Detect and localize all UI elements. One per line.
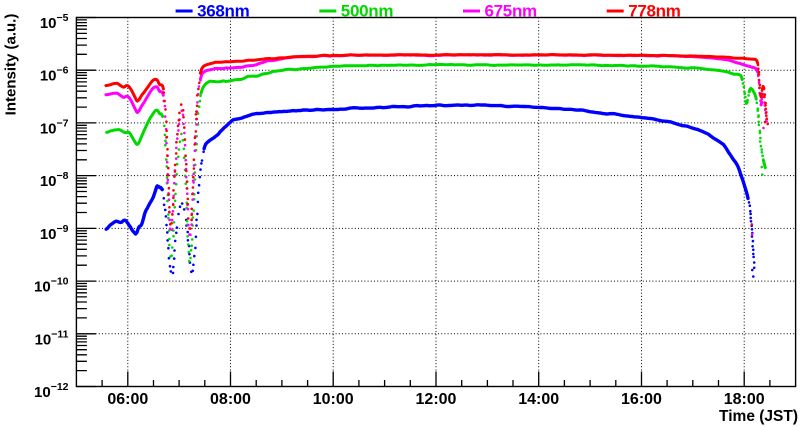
svg-text:18:00: 18:00 — [724, 391, 765, 408]
svg-text:675nm: 675nm — [485, 2, 538, 21]
svg-text:14:00: 14:00 — [518, 391, 559, 408]
svg-text:12:00: 12:00 — [416, 391, 457, 408]
svg-text:16:00: 16:00 — [621, 391, 662, 408]
svg-text:778nm: 778nm — [628, 2, 681, 21]
svg-text:10:00: 10:00 — [313, 391, 354, 408]
svg-text:08:00: 08:00 — [210, 391, 251, 408]
svg-text:Time (JST): Time (JST) — [719, 408, 798, 425]
svg-text:Intensity (a.u.): Intensity (a.u.) — [3, 14, 20, 116]
svg-text:368nm: 368nm — [197, 2, 250, 21]
svg-text:06:00: 06:00 — [107, 391, 148, 408]
svg-text:500nm: 500nm — [341, 2, 394, 21]
